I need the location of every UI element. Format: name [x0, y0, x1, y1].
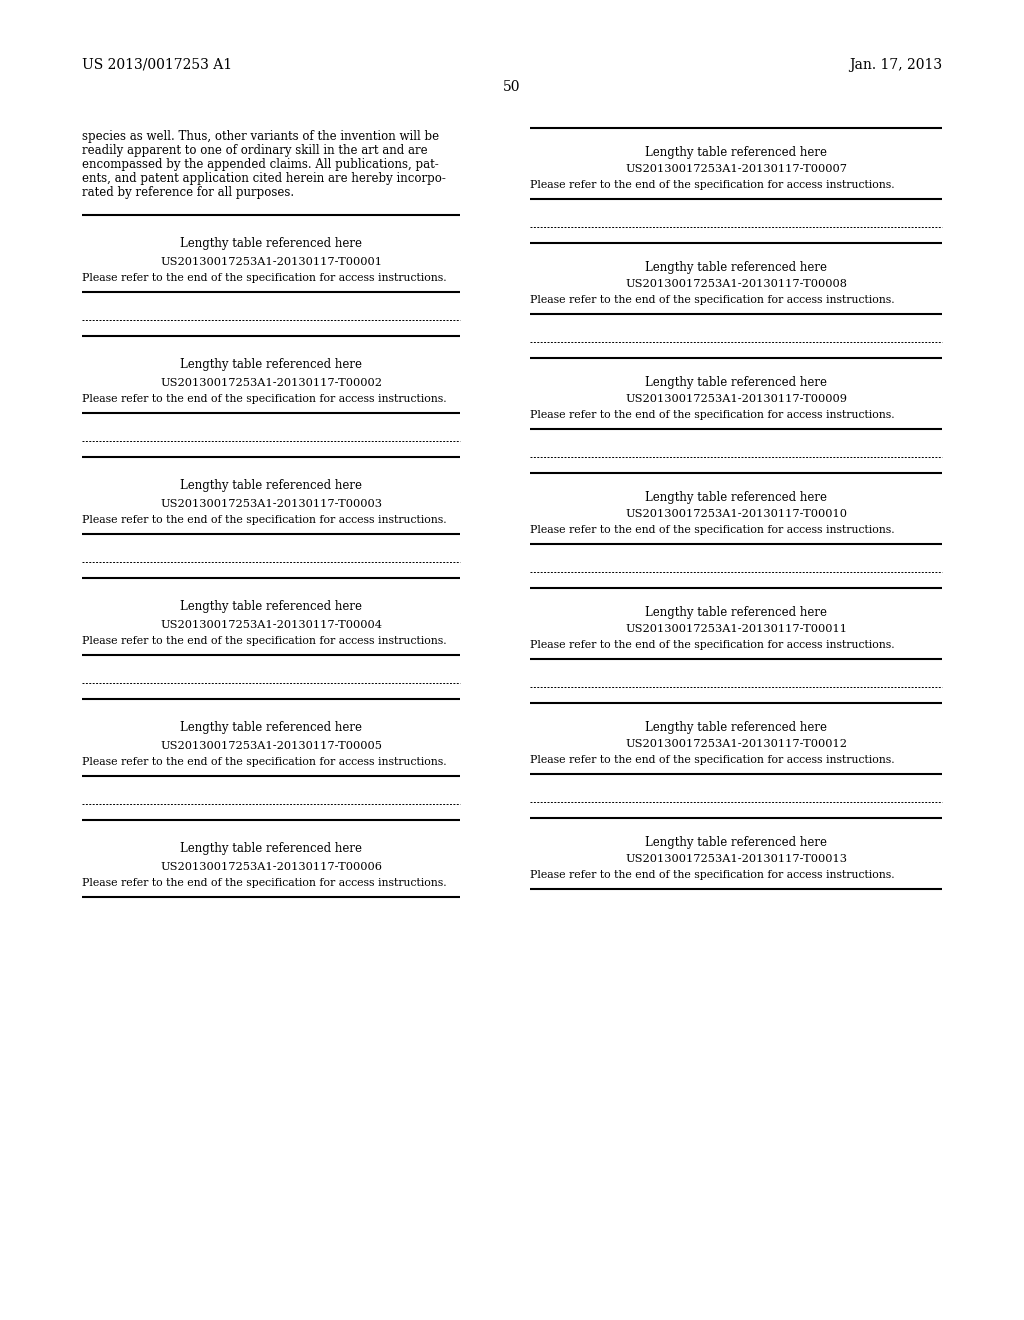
Text: US20130017253A1-20130117-T00010: US20130017253A1-20130117-T00010: [625, 510, 847, 519]
Text: US20130017253A1-20130117-T00006: US20130017253A1-20130117-T00006: [160, 862, 382, 873]
Text: Please refer to the end of the specification for access instructions.: Please refer to the end of the specifica…: [530, 755, 895, 766]
Text: encompassed by the appended claims. All publications, pat-: encompassed by the appended claims. All …: [82, 158, 438, 172]
Text: Please refer to the end of the specification for access instructions.: Please refer to the end of the specifica…: [82, 393, 446, 404]
Text: Lengthy table referenced here: Lengthy table referenced here: [180, 358, 362, 371]
Text: US 2013/0017253 A1: US 2013/0017253 A1: [82, 58, 232, 73]
Text: Lengthy table referenced here: Lengthy table referenced here: [180, 601, 362, 612]
Text: US20130017253A1-20130117-T00007: US20130017253A1-20130117-T00007: [625, 164, 847, 174]
Text: US20130017253A1-20130117-T00009: US20130017253A1-20130117-T00009: [625, 393, 847, 404]
Text: Lengthy table referenced here: Lengthy table referenced here: [180, 842, 362, 855]
Text: US20130017253A1-20130117-T00012: US20130017253A1-20130117-T00012: [625, 739, 847, 748]
Text: US20130017253A1-20130117-T00008: US20130017253A1-20130117-T00008: [625, 279, 847, 289]
Text: Please refer to the end of the specification for access instructions.: Please refer to the end of the specifica…: [530, 525, 895, 535]
Text: Lengthy table referenced here: Lengthy table referenced here: [180, 721, 362, 734]
Text: Lengthy table referenced here: Lengthy table referenced here: [645, 147, 827, 158]
Text: ents, and patent application cited herein are hereby incorpo-: ents, and patent application cited herei…: [82, 172, 445, 185]
Text: Jan. 17, 2013: Jan. 17, 2013: [849, 58, 942, 73]
Text: Lengthy table referenced here: Lengthy table referenced here: [645, 721, 827, 734]
Text: Please refer to the end of the specification for access instructions.: Please refer to the end of the specifica…: [530, 870, 895, 880]
Text: US20130017253A1-20130117-T00013: US20130017253A1-20130117-T00013: [625, 854, 847, 865]
Text: US20130017253A1-20130117-T00005: US20130017253A1-20130117-T00005: [160, 741, 382, 751]
Text: Lengthy table referenced here: Lengthy table referenced here: [180, 238, 362, 249]
Text: Please refer to the end of the specification for access instructions.: Please refer to the end of the specifica…: [82, 878, 446, 888]
Text: Lengthy table referenced here: Lengthy table referenced here: [645, 491, 827, 504]
Text: 50: 50: [503, 81, 521, 94]
Text: Lengthy table referenced here: Lengthy table referenced here: [645, 606, 827, 619]
Text: Please refer to the end of the specification for access instructions.: Please refer to the end of the specifica…: [82, 273, 446, 282]
Text: Lengthy table referenced here: Lengthy table referenced here: [645, 376, 827, 389]
Text: Lengthy table referenced here: Lengthy table referenced here: [645, 836, 827, 849]
Text: Please refer to the end of the specification for access instructions.: Please refer to the end of the specifica…: [530, 294, 895, 305]
Text: US20130017253A1-20130117-T00001: US20130017253A1-20130117-T00001: [160, 257, 382, 267]
Text: Please refer to the end of the specification for access instructions.: Please refer to the end of the specifica…: [530, 411, 895, 420]
Text: US20130017253A1-20130117-T00004: US20130017253A1-20130117-T00004: [160, 620, 382, 630]
Text: Please refer to the end of the specification for access instructions.: Please refer to the end of the specifica…: [82, 515, 446, 525]
Text: Lengthy table referenced here: Lengthy table referenced here: [180, 479, 362, 492]
Text: Please refer to the end of the specification for access instructions.: Please refer to the end of the specifica…: [82, 636, 446, 645]
Text: rated by reference for all purposes.: rated by reference for all purposes.: [82, 186, 294, 199]
Text: US20130017253A1-20130117-T00003: US20130017253A1-20130117-T00003: [160, 499, 382, 510]
Text: US20130017253A1-20130117-T00002: US20130017253A1-20130117-T00002: [160, 378, 382, 388]
Text: Please refer to the end of the specification for access instructions.: Please refer to the end of the specifica…: [530, 180, 895, 190]
Text: Please refer to the end of the specification for access instructions.: Please refer to the end of the specifica…: [82, 756, 446, 767]
Text: US20130017253A1-20130117-T00011: US20130017253A1-20130117-T00011: [625, 624, 847, 634]
Text: Please refer to the end of the specification for access instructions.: Please refer to the end of the specifica…: [530, 640, 895, 649]
Text: species as well. Thus, other variants of the invention will be: species as well. Thus, other variants of…: [82, 129, 439, 143]
Text: Lengthy table referenced here: Lengthy table referenced here: [645, 261, 827, 275]
Text: readily apparent to one of ordinary skill in the art and are: readily apparent to one of ordinary skil…: [82, 144, 428, 157]
